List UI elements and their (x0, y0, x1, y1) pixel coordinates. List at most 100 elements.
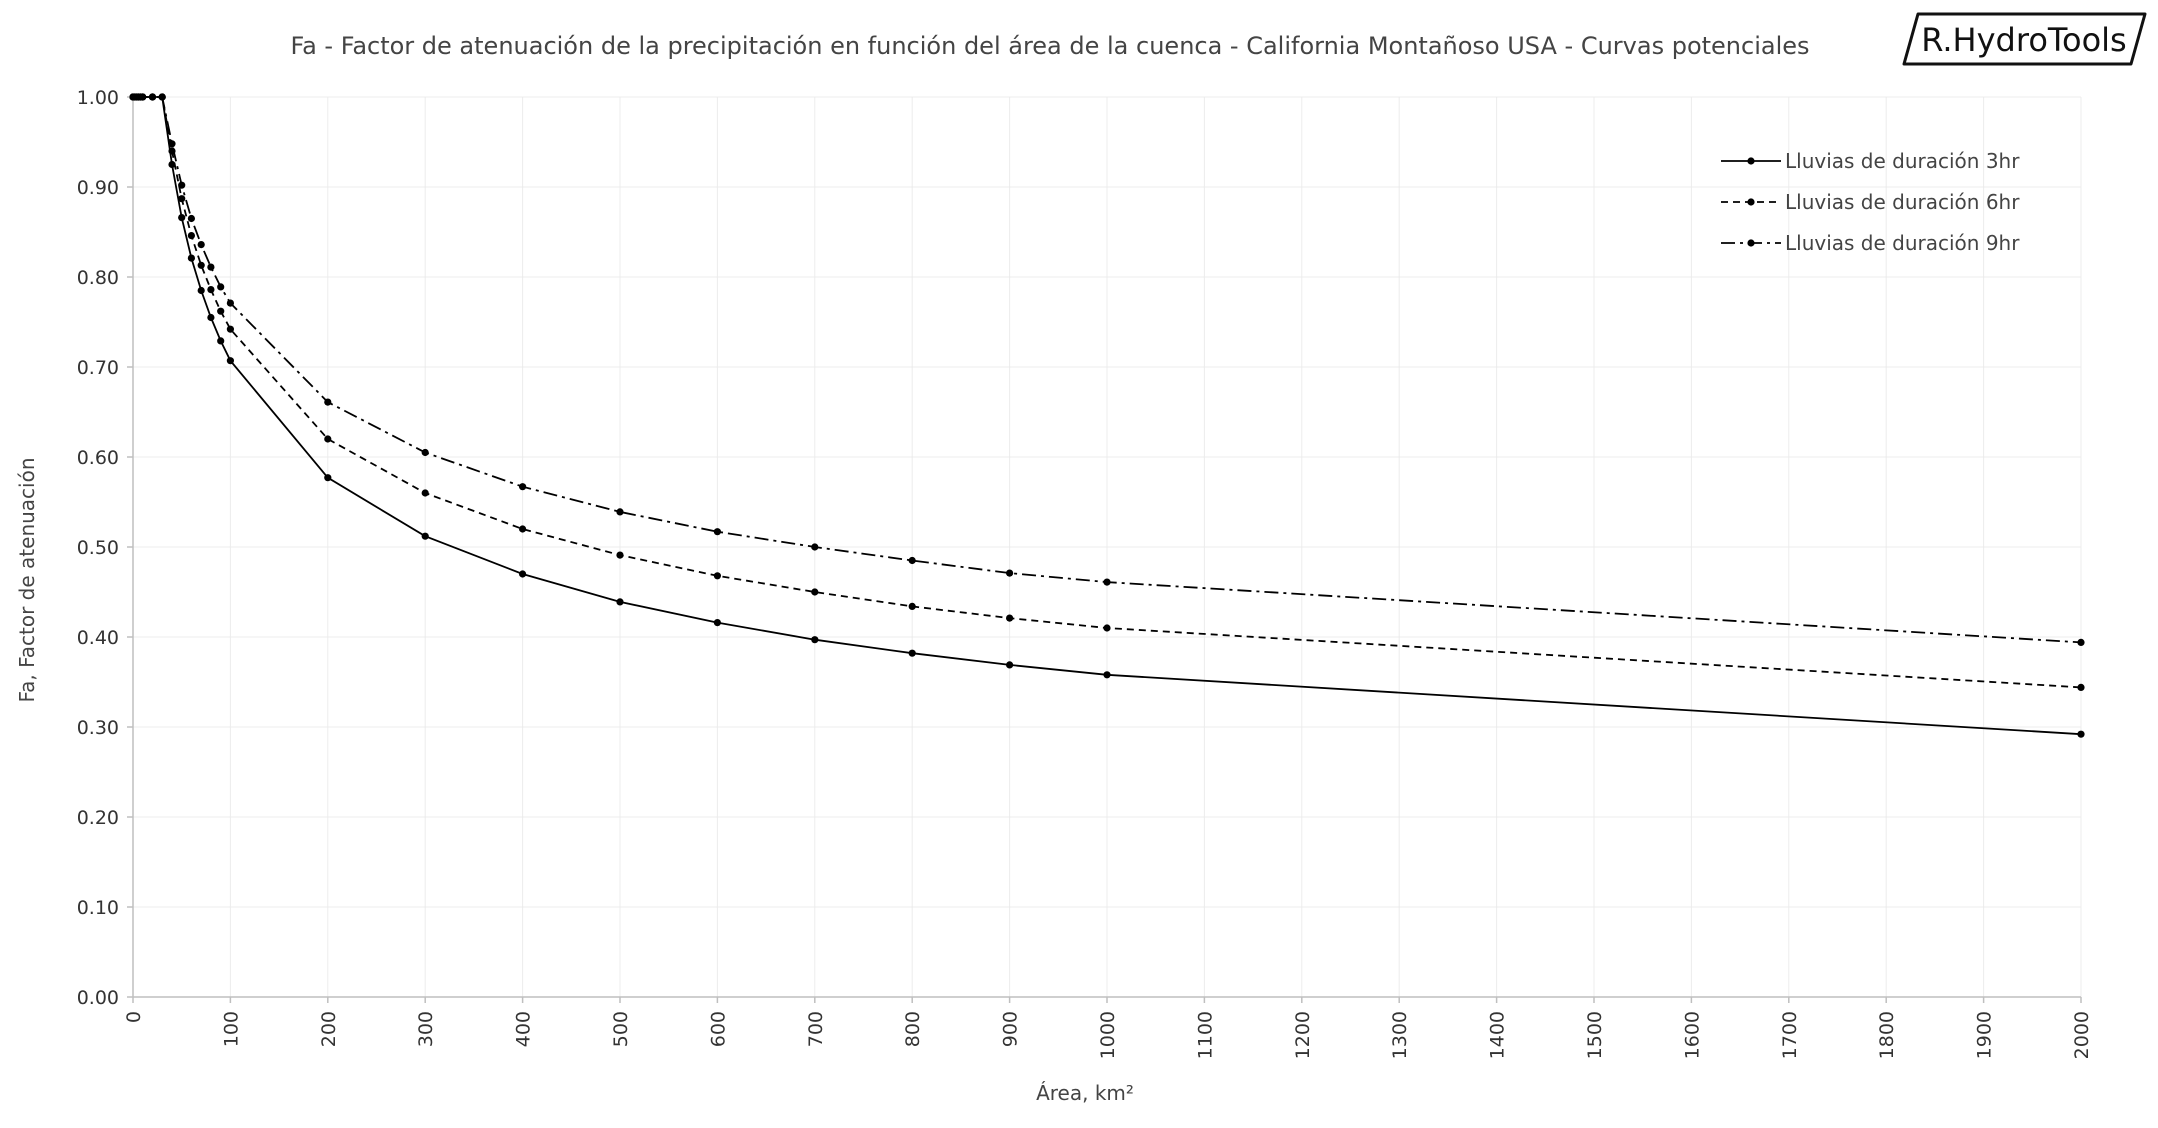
y-tick-label: 0.80 (77, 267, 119, 289)
data-point (616, 508, 624, 516)
data-point (178, 195, 186, 203)
data-point (217, 337, 225, 345)
y-tick-label: 0.20 (77, 807, 119, 829)
x-tick-labels: 0 100 200 300 400 500 600 700 800 900 1000 1100 1200… (123, 1011, 2093, 1059)
data-point (713, 619, 722, 627)
x-tick-label: 700 (805, 1011, 827, 1047)
data-point (811, 543, 819, 551)
x-axis-label: Área, km² (1036, 1081, 1134, 1105)
legend-label: Lluvias de duración 3hr (1785, 149, 2020, 173)
data-point (2077, 638, 2085, 647)
data-point (168, 140, 176, 148)
y-tick-label: 1.00 (77, 87, 119, 109)
y-tick-label: 0.50 (77, 537, 119, 559)
data-point (519, 525, 527, 533)
x-tick-label: 1300 (1389, 1011, 1411, 1059)
data-point (811, 588, 819, 596)
data-point (217, 283, 225, 291)
data-point (187, 232, 195, 240)
x-tick-label: 1200 (1292, 1011, 1314, 1059)
x-tick-label: 900 (1000, 1011, 1022, 1047)
data-point (1103, 578, 1111, 586)
data-point (908, 649, 916, 657)
x-tick-label: 500 (610, 1011, 632, 1047)
legend-marker (1747, 239, 1755, 247)
y-tick-label: 0.00 (77, 987, 119, 1009)
brand-logo-text: R.HydroTools (1921, 21, 2126, 59)
data-point (207, 286, 215, 294)
data-point (148, 93, 157, 101)
data-point (713, 572, 722, 580)
y-tick-labels: 0.00 0.10 0.20 0.30 0.40 0.50 0.60 0.70 0.80 0.90… (77, 87, 119, 1009)
data-point (168, 160, 176, 169)
data-point (324, 435, 332, 443)
y-tick-label: 0.30 (77, 717, 119, 739)
legend-entry: Lluvias de duración 6hr (1721, 190, 2020, 214)
data-point (519, 570, 527, 578)
x-tick-label: 1100 (1194, 1011, 1216, 1059)
x-tick-label: 2000 (2071, 1011, 2093, 1059)
data-point (421, 532, 429, 540)
data-point (217, 307, 225, 315)
legend-marker (1747, 198, 1755, 206)
x-tick-label: 0 (123, 1011, 145, 1023)
data-point (616, 598, 624, 606)
data-point (421, 448, 429, 457)
legend-label: Lluvias de duración 6hr (1785, 190, 2020, 214)
series-3 (129, 93, 2085, 647)
data-point (2077, 730, 2085, 738)
data-point (226, 299, 234, 307)
x-tick-label: 1400 (1487, 1011, 1509, 1059)
data-point (324, 474, 332, 482)
series-lines (129, 93, 2085, 738)
y-tick-label: 0.90 (77, 177, 119, 199)
data-point (187, 214, 195, 223)
x-tick-label: 300 (415, 1011, 437, 1047)
data-point (616, 551, 624, 559)
data-point (324, 398, 332, 406)
x-tick-label: 800 (902, 1011, 924, 1047)
data-point (421, 489, 429, 497)
y-tick-label: 0.70 (77, 357, 119, 379)
x-tick-label: 400 (513, 1011, 535, 1047)
x-tick-label: 1600 (1681, 1011, 1703, 1059)
data-point (197, 286, 205, 295)
axes (127, 96, 2082, 1003)
data-point (207, 313, 215, 322)
data-point (158, 93, 166, 101)
legend-entry: Lluvias de duración 9hr (1721, 231, 2020, 255)
chart-title: Fa - Factor de atenuación de la precipit… (290, 32, 1809, 60)
data-point (187, 254, 195, 262)
data-point (1103, 671, 1111, 679)
brand-logo: R.HydroTools (1902, 12, 2147, 66)
data-point (713, 528, 722, 536)
data-point (519, 483, 527, 491)
data-point (226, 357, 234, 365)
y-tick-label: 0.40 (77, 627, 119, 649)
data-point (908, 556, 916, 565)
x-tick-label: 1800 (1876, 1011, 1898, 1059)
legend-entry: Lluvias de duración 3hr (1721, 149, 2020, 173)
data-point (178, 181, 186, 189)
x-tick-label: 1000 (1097, 1011, 1119, 1059)
y-tick-label: 0.60 (77, 447, 119, 469)
data-point (1006, 661, 1014, 669)
y-tick-label: 0.10 (77, 897, 119, 919)
legend-label: Lluvias de duración 9hr (1785, 231, 2020, 255)
legend: Lluvias de duración 3hr Lluvias de duraci… (1721, 149, 2020, 255)
legend-marker (1747, 157, 1755, 165)
x-tick-label: 1900 (1974, 1011, 1996, 1059)
x-tick-label: 1500 (1584, 1011, 1606, 1059)
data-point (2077, 683, 2085, 692)
data-point (197, 261, 205, 269)
data-point (178, 214, 186, 222)
x-tick-label: 100 (220, 1011, 242, 1047)
x-tick-label: 1700 (1779, 1011, 1801, 1059)
data-point (1006, 614, 1014, 622)
data-point (197, 241, 205, 249)
data-point (1103, 624, 1111, 632)
data-point (811, 636, 819, 644)
data-point (1006, 569, 1014, 577)
data-point (139, 93, 147, 101)
